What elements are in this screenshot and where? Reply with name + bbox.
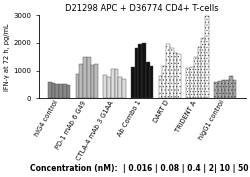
Bar [131, 67, 135, 98]
Bar [177, 54, 181, 98]
Bar [59, 84, 63, 98]
Bar [80, 64, 83, 98]
Bar [114, 69, 118, 98]
Bar [190, 67, 194, 98]
Bar [56, 84, 59, 98]
Bar [233, 80, 236, 98]
Bar [205, 16, 209, 98]
Bar [159, 76, 162, 98]
Bar [198, 47, 201, 98]
Bar [63, 84, 67, 98]
Bar [83, 57, 87, 98]
Bar [118, 77, 122, 98]
Bar [186, 68, 190, 98]
Bar [111, 69, 114, 98]
Bar [229, 76, 233, 98]
Bar [201, 38, 205, 98]
Bar [170, 48, 173, 98]
X-axis label: Concentration (nM):  | 0.016 | 0.08 | 0.4 | 2| 10 | 50 |: Concentration (nM): | 0.016 | 0.08 | 0.4… [30, 164, 250, 173]
Bar [90, 65, 94, 98]
Bar [52, 83, 56, 98]
Bar [146, 62, 150, 98]
Bar [107, 77, 111, 98]
Bar [150, 66, 154, 98]
Bar [214, 82, 218, 98]
Bar [142, 44, 146, 98]
Bar [218, 81, 222, 98]
Title: D21298 APC + D36774 CD4+ T-cells: D21298 APC + D36774 CD4+ T-cells [66, 4, 219, 13]
Bar [162, 66, 166, 98]
Bar [48, 82, 52, 98]
Bar [194, 57, 198, 98]
Bar [122, 79, 126, 98]
Bar [87, 57, 90, 98]
Bar [67, 85, 70, 98]
Bar [138, 44, 142, 98]
Y-axis label: IFN-γ at 72 h, pg/mL: IFN-γ at 72 h, pg/mL [4, 23, 10, 90]
Bar [135, 48, 138, 98]
Bar [222, 80, 225, 98]
Bar [174, 53, 177, 98]
Bar [94, 64, 98, 98]
Bar [166, 44, 170, 98]
Bar [76, 74, 80, 98]
Bar [103, 75, 107, 98]
Bar [225, 80, 229, 98]
